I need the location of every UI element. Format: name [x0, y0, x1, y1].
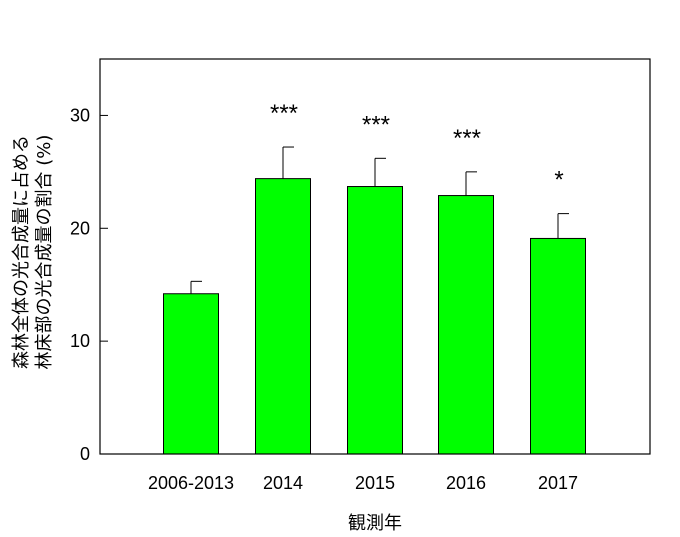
y-axis-ticks: 0 10 20 30 — [70, 105, 108, 464]
bars-group — [163, 178, 586, 455]
x-tick-label-2017: 2017 — [538, 473, 578, 493]
significance-label-2015: *** — [362, 111, 390, 138]
significance-group: *** ******* — [270, 100, 564, 194]
bar-2016 — [438, 195, 494, 455]
x-axis-title: 観測年 — [348, 513, 402, 534]
y-tick-label-10: 10 — [70, 331, 90, 351]
y-axis-title-line-2: 林床部の光合成量の割合 (%) — [34, 135, 55, 370]
x-tick-label-2006-2013: 2006-2013 — [148, 473, 234, 493]
significance-label-2014: *** — [270, 100, 298, 127]
x-axis-ticks: 2006-2013 2014 2015 2016 2017 — [148, 473, 578, 493]
error-bars-group — [190, 146, 569, 294]
bar-2015 — [347, 186, 403, 455]
bar-2017 — [530, 237, 586, 455]
x-tick-label-2015: 2015 — [355, 473, 395, 493]
bar-2014 — [255, 178, 311, 455]
y-tick-label-0: 0 — [80, 444, 90, 464]
y-tick-label-30: 30 — [70, 105, 90, 125]
plot-frame — [99, 58, 651, 455]
y-axis-title-line-1: 森林全体の光合成量に占める — [11, 135, 32, 369]
x-tick-label-2014: 2014 — [263, 473, 303, 493]
significance-label-2016: *** — [453, 125, 481, 152]
x-tick-label-2016: 2016 — [446, 473, 486, 493]
y-tick-label-20: 20 — [70, 218, 90, 238]
bar-2006-2013 — [163, 293, 219, 455]
significance-label-2017: * — [554, 167, 563, 194]
